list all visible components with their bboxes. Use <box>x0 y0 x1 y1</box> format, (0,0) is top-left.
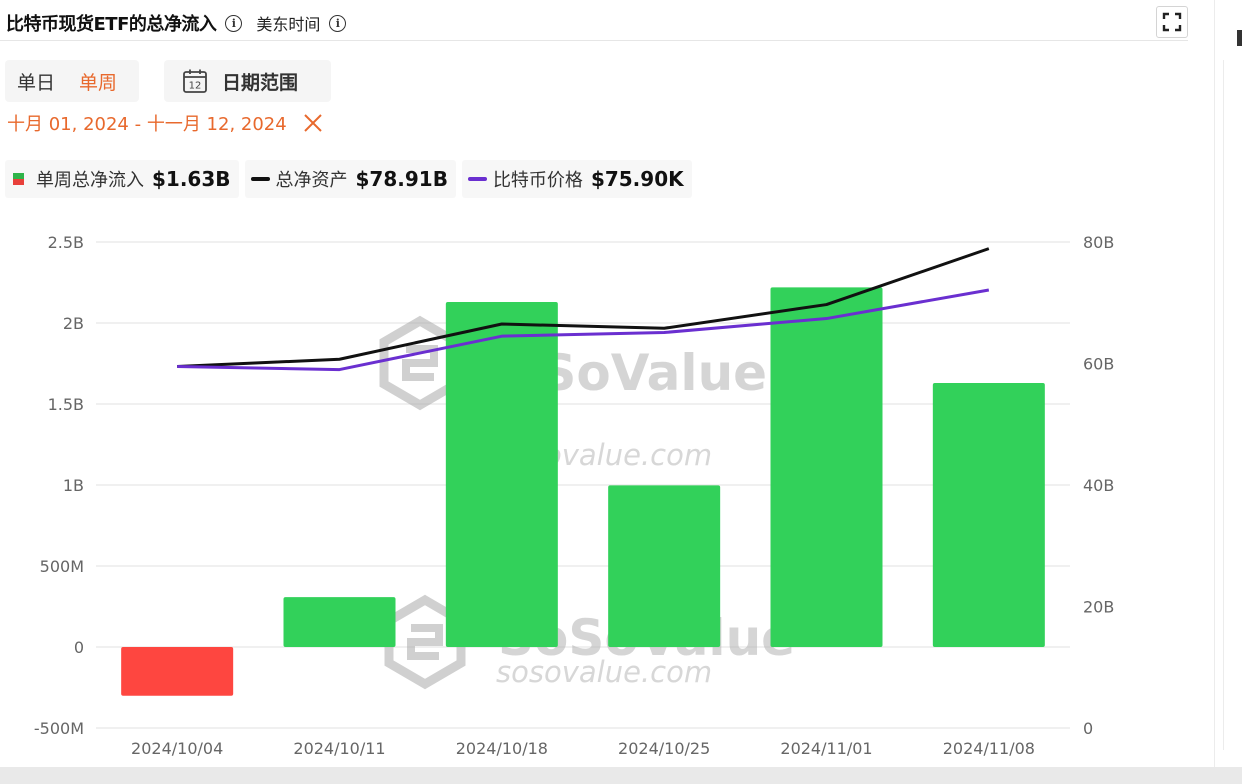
flow-chart: SoSoValue sosovalue.com SoSoValue sosova… <box>34 233 1114 758</box>
x-tick-label: 2024/10/04 <box>131 739 223 758</box>
y-left-tick-label: -500M <box>34 719 84 738</box>
y-left-tick-label: 500M <box>40 557 84 576</box>
bars-layer <box>121 287 1045 696</box>
watermark-url: sosovalue.com <box>496 655 712 689</box>
tab-weekly[interactable]: 单周 <box>79 71 118 94</box>
flow-bar <box>445 301 558 647</box>
y-right-tick-label: 0 <box>1083 719 1093 738</box>
watermark: SoSoValue sosovalue.com SoSoValue sosova… <box>379 315 795 690</box>
x-tick-label: 2024/10/25 <box>618 739 710 758</box>
legend-label: 比特币价格 <box>492 170 583 191</box>
bar-swatch-icon <box>13 173 24 185</box>
x-tick-label: 2024/11/01 <box>780 739 872 758</box>
legend-item-btc-price[interactable]: 比特币价格 $75.90K <box>461 160 692 198</box>
y-left-tick-label: 1.5B <box>48 395 84 414</box>
chart-header: 比特币现货ETF的总净流入 i 美东时间 i <box>6 8 347 38</box>
y-left-tick-label: 2.5B <box>48 233 84 252</box>
fullscreen-icon <box>1162 12 1182 32</box>
bottom-scrollbar-area <box>0 767 1242 784</box>
x-tick-label: 2024/10/11 <box>293 739 385 758</box>
x-tick-label: 2024/10/18 <box>456 739 548 758</box>
header-divider <box>0 40 1188 41</box>
chart-title: 比特币现货ETF的总净流入 <box>6 14 217 35</box>
calendar-day-label: 12 <box>189 81 202 92</box>
y-right-tick-label: 40B <box>1083 476 1114 495</box>
legend-item-net-assets[interactable]: 总净资产 $78.91B <box>244 160 456 198</box>
flow-bar <box>608 485 721 647</box>
info-icon[interactable]: i <box>225 14 243 32</box>
y-left-tick-label: 0 <box>74 638 84 657</box>
tab-daily[interactable]: 单日 <box>17 71 56 94</box>
y-left-tick-label: 1B <box>63 476 84 495</box>
legend-value: $1.63B <box>152 167 231 191</box>
y-right-tick-label: 80B <box>1083 233 1114 252</box>
flow-bar <box>283 597 396 647</box>
lines-layer <box>177 247 990 372</box>
interval-tabs: 单日 单周 <box>5 60 139 102</box>
flow-bar <box>932 382 1045 647</box>
selected-date-range: 十月 01, 2024 - 十一月 12, 2024 <box>7 110 323 136</box>
watermark-logo-icon <box>379 315 461 411</box>
date-range-button[interactable]: 12 日期范围 <box>164 60 331 102</box>
legend-label: 总净资产 <box>275 170 348 191</box>
btc-price-line <box>177 288 990 372</box>
side-panel-edge <box>1214 0 1242 784</box>
line-swatch-icon <box>467 177 487 181</box>
net-assets-line <box>177 247 990 369</box>
flow-bar <box>770 287 883 647</box>
y-right-tick-label: 60B <box>1083 355 1114 374</box>
legend-value: $78.91B <box>355 167 448 191</box>
chart-legend: 单周总净流入 $1.63B 总净资产 $78.91B 比特币价格 $75.90K <box>5 160 698 198</box>
fullscreen-button[interactable] <box>1156 6 1188 38</box>
date-range-text: 十月 01, 2024 - 十一月 12, 2024 <box>7 114 287 135</box>
timezone-info-icon[interactable]: i <box>329 14 347 32</box>
calendar-icon: 12 <box>183 69 207 93</box>
y-left-tick-label: 2B <box>63 314 84 333</box>
axes-layer: 2.5B 2B 1.5B 1B 500M 0 -500M 80B 60B 40B 20B 0 2024/… <box>34 233 1114 758</box>
date-range-label: 日期范围 <box>222 71 299 94</box>
flow-bar <box>121 647 234 696</box>
grid-layer <box>96 241 1070 729</box>
legend-label: 单周总净流入 <box>36 170 144 191</box>
panel-marker <box>1237 30 1242 46</box>
legend-item-weekly-inflow[interactable]: 单周总净流入 $1.63B <box>5 160 239 198</box>
x-tick-label: 2024/11/08 <box>943 739 1035 758</box>
close-icon[interactable] <box>303 113 323 133</box>
y-right-tick-label: 20B <box>1083 598 1114 617</box>
legend-value: $75.90K <box>590 167 684 191</box>
timezone-label: 美东时间 <box>256 15 321 34</box>
line-swatch-icon <box>250 177 270 181</box>
panel-divider <box>1223 60 1224 750</box>
